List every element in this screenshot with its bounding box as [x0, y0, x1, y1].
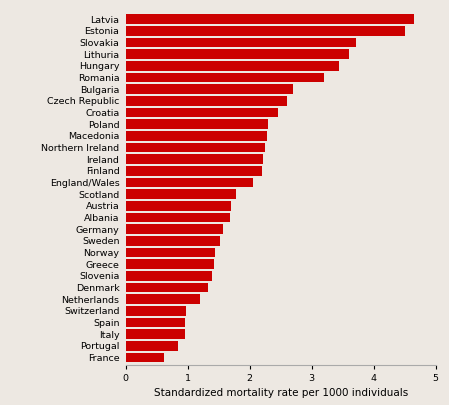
X-axis label: Standardized mortality rate per 1000 individuals: Standardized mortality rate per 1000 ind… [154, 388, 408, 398]
Bar [126, 38, 356, 47]
Bar [126, 353, 164, 362]
Bar [126, 213, 230, 222]
Bar [126, 248, 215, 257]
Bar [126, 178, 253, 187]
Bar [126, 259, 214, 269]
Bar [126, 329, 185, 339]
Bar [126, 283, 207, 292]
Bar [126, 119, 268, 129]
Bar [126, 49, 349, 59]
Bar [126, 166, 262, 176]
Bar [126, 14, 414, 24]
Bar [126, 96, 287, 106]
Bar [126, 306, 186, 315]
Bar [126, 294, 200, 304]
Bar [126, 61, 339, 70]
Bar [126, 271, 212, 281]
Bar [126, 131, 267, 141]
Bar [126, 201, 231, 211]
Bar [126, 154, 263, 164]
Bar [126, 341, 178, 351]
Bar [126, 224, 223, 234]
Bar [126, 26, 405, 36]
Bar [126, 236, 220, 245]
Bar [126, 84, 293, 94]
Bar [126, 73, 324, 82]
Bar [126, 190, 236, 199]
Bar [126, 143, 265, 152]
Bar [126, 318, 185, 327]
Bar [126, 108, 277, 117]
